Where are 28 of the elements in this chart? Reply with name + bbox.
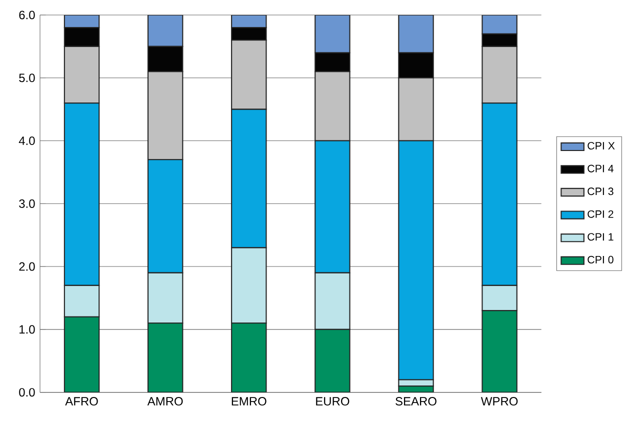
bar [482, 310, 518, 392]
y-tick-label: 0.0 [19, 388, 35, 397]
bar [314, 14, 350, 54]
legend-label: CPI X [588, 142, 615, 150]
bar [147, 322, 184, 392]
x-tick-label: SEARO [396, 397, 436, 406]
bar [482, 14, 518, 34]
y-tick-label: 2.0 [19, 262, 35, 271]
x-tick-label: WPRO [480, 397, 518, 406]
legend-label: CPI 2 [588, 210, 614, 218]
x-tick-label: AFRO [65, 397, 98, 406]
legend-label: CPI 1 [588, 233, 614, 241]
bar [231, 322, 267, 392]
legend-label: CPI 4 [588, 164, 614, 172]
x-tick-label: EURO [316, 397, 350, 406]
bar [64, 316, 100, 392]
x-tick-label: EMRO [232, 397, 266, 406]
y-tick-label: 6.0 [19, 10, 35, 20]
bar [398, 14, 434, 54]
y-tick-label: 3.0 [19, 199, 35, 208]
y-tick-label: 5.0 [19, 74, 35, 82]
x-tick-label: AMRO [147, 397, 183, 406]
legend-label: CPI 3 [588, 188, 614, 196]
y-tick-label: 4.0 [18, 136, 35, 146]
legend-label: CPI 0 [588, 256, 614, 264]
y-tick-label: 1.0 [20, 325, 35, 334]
bar [314, 328, 350, 392]
bar [147, 14, 184, 47]
